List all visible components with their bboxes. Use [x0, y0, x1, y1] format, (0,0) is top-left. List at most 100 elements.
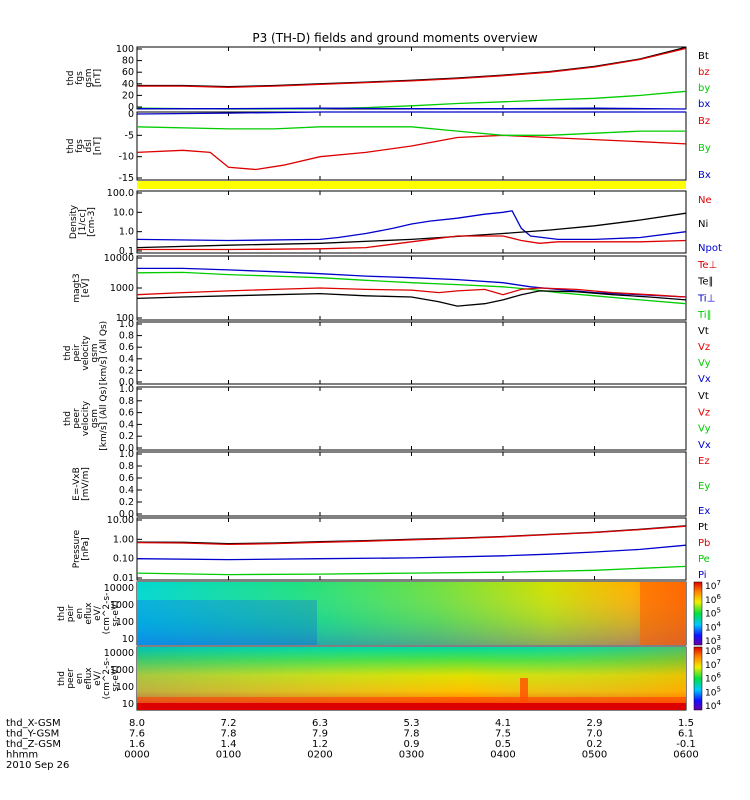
series-line — [137, 47, 687, 88]
colorbar-tick-label: 105 — [705, 607, 721, 620]
series-line — [136, 287, 687, 298]
legend-Bx: Bx — [698, 170, 711, 181]
y-axis-label: [1/cc] — [78, 209, 88, 235]
ephemeris-label: thd_X-GSM — [6, 718, 61, 729]
legend-bx: bx — [698, 99, 710, 110]
y-axis-label: velocity — [81, 400, 91, 436]
y-tick-label: 1.0 — [119, 227, 134, 238]
legend-Vx: Vx — [698, 374, 711, 385]
y-axis-label: thd — [66, 139, 76, 154]
y-tick-label: 100 — [116, 682, 134, 693]
y-axis-label: (cm^2-s- — [102, 593, 112, 635]
y-tick-label: 0.1 — [119, 246, 134, 257]
y-tick-label: 0.8 — [119, 396, 134, 407]
y-tick-label: 0.4 — [119, 354, 134, 365]
series-line — [136, 565, 687, 576]
legend-Ez: Ez — [698, 456, 710, 467]
y-axis-label: velocity — [81, 335, 91, 371]
y-tick-label: 0.0 — [119, 377, 134, 388]
legend-Vx: Vx — [698, 440, 711, 451]
y-tick-label: 0.4 — [119, 485, 134, 496]
y-axis-label: fgs — [75, 139, 85, 153]
y-tick-label: -5 — [125, 130, 134, 141]
y-tick-label: 1.0 — [119, 384, 134, 395]
panel-frame — [136, 255, 687, 321]
y-axis-label: (cm^2-s- — [102, 658, 112, 700]
legend-By: By — [698, 143, 711, 154]
ephemeris-value: 6.3 — [312, 718, 328, 729]
y-axis-label: thd — [63, 346, 73, 361]
legend-Ti⊥: Ti⊥ — [697, 293, 715, 304]
x-tick-label: 0400 — [490, 750, 515, 761]
y-tick-label: 0 — [128, 109, 134, 120]
y-tick-label: 0.0 — [119, 509, 134, 520]
legend-Pe: Pe — [698, 554, 710, 565]
ephemeris-value: 0.2 — [587, 739, 603, 750]
y-tick-label: 20 — [122, 90, 134, 101]
y-axis-label: sr-eV) — [111, 600, 121, 626]
ephemeris-value: 7.8 — [404, 729, 420, 740]
panel-pressure: 10.00 1.00 0.10 0.01 Pressure [nPa] Pt Pb Pe Pi — [72, 515, 710, 584]
legend-Vy: Vy — [698, 424, 711, 435]
series-line — [136, 134, 687, 171]
y-axis-label: thd — [66, 71, 76, 86]
y-tick-label: 0.8 — [119, 461, 134, 472]
ephemeris-value: 1.2 — [312, 739, 328, 750]
y-axis-label: Pressure — [72, 529, 82, 568]
legend-bz: bz — [698, 67, 710, 78]
ephemeris-value: 0.5 — [495, 739, 511, 750]
legend-Pb: Pb — [698, 538, 710, 549]
series-line — [136, 126, 686, 136]
y-axis-label: magt3 — [72, 273, 82, 302]
y-axis-label: [eV] — [81, 279, 91, 298]
y-tick-label: 10000 — [104, 253, 134, 264]
y-tick-label: 10000 — [104, 583, 134, 594]
panel-frame — [136, 517, 687, 581]
panel-frame — [136, 190, 687, 254]
y-tick-label: 10 — [122, 699, 134, 710]
y-tick-label: 0.6 — [119, 408, 134, 419]
colorbar-tick-label: 106 — [705, 672, 721, 685]
y-axis-label: peir — [66, 604, 76, 622]
x-tick-label: 0500 — [582, 750, 607, 761]
y-axis-label: eflux — [84, 667, 94, 690]
y-axis-label: thd — [57, 671, 67, 686]
series-line — [137, 235, 687, 251]
colorbar-tick-label: 106 — [705, 593, 721, 606]
y-tick-label: 0.6 — [119, 473, 134, 484]
y-tick-label: 100 — [116, 44, 134, 55]
y-tick-label: 0 — [128, 102, 134, 113]
y-tick-label: 1.0 — [119, 449, 134, 460]
legend-Vt: Vt — [698, 391, 709, 402]
series-line — [136, 212, 687, 249]
y-tick-label: -10 — [118, 152, 134, 163]
ephemeris-value: 5.3 — [404, 718, 420, 729]
legend-Vz: Vz — [698, 342, 710, 353]
legend-Ne: Ne — [698, 195, 712, 206]
y-axis-label: en — [75, 673, 85, 684]
y-tick-label: 0.0 — [119, 443, 134, 454]
ephemeris-value: 7.5 — [495, 729, 511, 740]
y-tick-label: -15 — [118, 173, 134, 184]
ephemeris-label: thd_Y-GSM — [6, 729, 59, 740]
y-axis-label: thd — [63, 411, 73, 426]
y-tick-label: 10 — [122, 634, 134, 645]
y-axis-label: gsm — [90, 343, 100, 362]
panel-frame — [136, 46, 687, 110]
y-axis-label: [nPa] — [81, 537, 91, 560]
panel-temperature: 10000 1000 100 magt3 [eV] Te⊥ Te∥ Ti⊥ Ti∥ — [72, 253, 717, 324]
y-tick-label: 0.2 — [119, 431, 134, 442]
legend-Ti∥: Ti∥ — [697, 310, 712, 321]
series-line — [136, 525, 687, 545]
ephemeris-value: 4.1 — [495, 718, 511, 729]
legend-Bt: Bt — [698, 51, 709, 62]
y-axis-label: [km/s] (All Qs) — [99, 321, 109, 385]
date-label: 2010 Sep 26 — [6, 760, 69, 771]
legend-Vy: Vy — [698, 358, 711, 369]
y-tick-label: 1.0 — [119, 319, 134, 330]
peir-colorbar — [693, 581, 703, 646]
panel-frame — [136, 451, 687, 517]
series-line — [137, 107, 687, 110]
